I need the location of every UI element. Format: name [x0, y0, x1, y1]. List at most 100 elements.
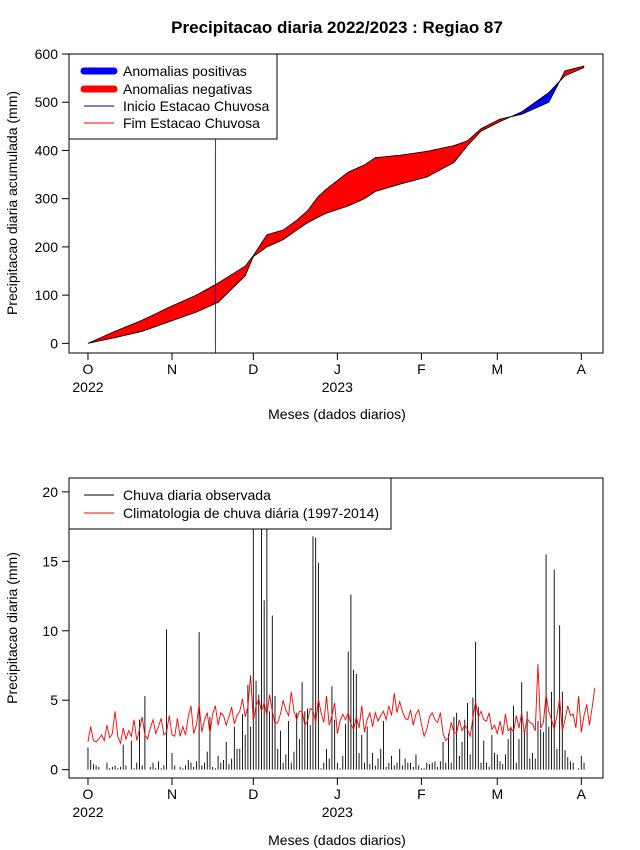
negative-anomaly-segment: [374, 157, 379, 192]
x-tick-label: J: [334, 361, 341, 377]
x-tick-label: A: [577, 361, 587, 377]
x-axis-label-top: Meses (dados diarios): [268, 406, 406, 422]
negative-anomaly-segment: [423, 151, 428, 179]
y-axis-label-top: Precipitacao diaria acumulada (mm): [4, 91, 20, 315]
x-tick-label: J: [334, 786, 341, 802]
negative-anomaly-segment: [339, 175, 344, 210]
legend-label: Fim Estacao Chuvosa: [123, 115, 260, 131]
negative-anomaly-segment: [377, 156, 382, 192]
y-tick-label: 300: [35, 191, 59, 207]
y-tick-label: 5: [50, 692, 58, 708]
legend-entry: Inicio Estacao Chuvosa: [84, 98, 270, 114]
negative-anomaly-segment: [407, 153, 411, 183]
negative-anomaly-segment: [334, 179, 338, 211]
negative-anomaly-segment: [418, 151, 422, 180]
x-tick-label: O: [83, 361, 94, 377]
y-axis-top: 0 100 200 300 400 500 600: [35, 46, 69, 351]
y-axis-label-bottom: Precipitacao diaria (mm): [4, 552, 20, 704]
negative-anomaly-segment: [163, 308, 167, 325]
legend-label: Chuva diaria observada: [123, 487, 271, 503]
negative-anomaly-segment: [318, 193, 322, 218]
negative-anomaly-segment: [141, 318, 146, 332]
negative-anomaly-segment: [204, 288, 208, 309]
negative-anomaly-segment: [271, 232, 276, 245]
negative-anomaly-segment: [320, 190, 325, 217]
negative-anomaly-segment: [131, 323, 135, 335]
negative-anomaly-segment: [125, 325, 129, 336]
x-tick-label: D: [248, 786, 258, 802]
x-tick-label: N: [167, 786, 177, 802]
negative-anomaly-segment: [426, 150, 430, 178]
negative-anomaly-segment: [185, 298, 189, 317]
y-tick-label: 15: [42, 553, 58, 569]
x-tick-label: M: [491, 361, 503, 377]
negative-anomaly-segment: [179, 300, 184, 319]
legend-entry: Fim Estacao Chuvosa: [84, 115, 260, 131]
negative-anomaly-segment: [160, 309, 165, 325]
negative-anomaly-segment: [353, 168, 357, 204]
negative-anomaly-segment: [415, 152, 419, 181]
legend-label: Climatologia de chuva diária (1997-2014): [123, 505, 379, 521]
x-tick-label: F: [417, 361, 426, 377]
negative-anomaly-segment: [174, 303, 178, 321]
negative-anomaly-segment: [402, 154, 406, 184]
negative-anomaly-segment: [171, 304, 176, 322]
x-tick-label: O: [83, 786, 94, 802]
negative-anomaly-segment: [396, 154, 401, 186]
negative-anomaly-segment: [442, 147, 447, 169]
negative-anomaly-segment: [450, 145, 455, 165]
negative-anomaly-segment: [166, 306, 170, 324]
negative-anomaly-segment: [177, 301, 181, 320]
negative-anomaly-segment: [128, 324, 132, 335]
observed-accumulation-line: [87, 67, 585, 344]
x-tick-label: A: [577, 786, 587, 802]
negative-anomaly-segment: [404, 153, 409, 184]
y-tick-label: 100: [35, 287, 59, 303]
daily-rain-bars: [87, 526, 585, 770]
negative-anomaly-segment: [182, 299, 186, 318]
negative-anomaly-segment: [277, 230, 281, 243]
legend-entry: Climatologia de chuva diária (1997-2014): [84, 505, 379, 521]
negative-anomaly-segment: [198, 291, 203, 312]
negative-anomaly-segment: [269, 232, 273, 247]
negative-anomaly-segment: [212, 284, 216, 306]
negative-anomaly-segment: [431, 149, 436, 175]
negative-anomaly-segment: [139, 319, 143, 333]
legend-label: Anomalias positivas: [123, 63, 247, 79]
negative-anomaly-segment: [421, 151, 425, 179]
negative-anomaly-segment: [364, 162, 368, 200]
y-tick-label: 0: [50, 335, 58, 351]
chart-top: Precipitacao diaria 2022/2023 : Regiao 8…: [4, 18, 604, 422]
negative-anomaly-segment: [385, 156, 390, 189]
negative-anomaly-segment: [209, 285, 213, 307]
negative-anomaly-segment: [217, 280, 222, 304]
x-tick-label: N: [167, 361, 177, 377]
negative-anomaly-segment: [323, 188, 327, 215]
legend-label: Inicio Estacao Chuvosa: [123, 98, 270, 114]
negative-anomaly-segment: [206, 287, 211, 308]
accumulation-lines: [87, 65, 585, 344]
negative-anomaly-segment: [337, 177, 341, 210]
y-tick-label: 400: [35, 142, 59, 158]
plot-frame-top: [68, 53, 604, 354]
negative-anomaly-segment: [347, 170, 352, 207]
y-tick-label: 600: [35, 46, 59, 62]
negative-anomaly-segment: [274, 231, 279, 244]
x-tick-year: 2023: [322, 804, 353, 820]
x-tick-label: F: [417, 786, 426, 802]
negative-anomaly-segment: [445, 146, 449, 168]
legend-entry: Anomalias positivas: [80, 63, 247, 79]
negative-anomaly-segment: [326, 186, 330, 214]
negative-anomaly-segment: [133, 321, 138, 334]
negative-anomaly-segment: [152, 313, 157, 328]
y-tick-label: 20: [42, 484, 58, 500]
negative-anomaly-segment: [437, 148, 441, 172]
negative-anomaly-segment: [369, 158, 373, 196]
legend-label: Anomalias negativas: [123, 81, 252, 97]
chart-top-title: Precipitacao diaria 2022/2023 : Regiao 8…: [171, 18, 503, 37]
negative-anomaly-segment: [187, 297, 192, 316]
x-axis-bottom: O 2022 N D J 2023 F M A: [72, 778, 587, 820]
negative-anomaly-segment: [361, 164, 365, 201]
negative-anomaly-segment: [328, 184, 333, 213]
